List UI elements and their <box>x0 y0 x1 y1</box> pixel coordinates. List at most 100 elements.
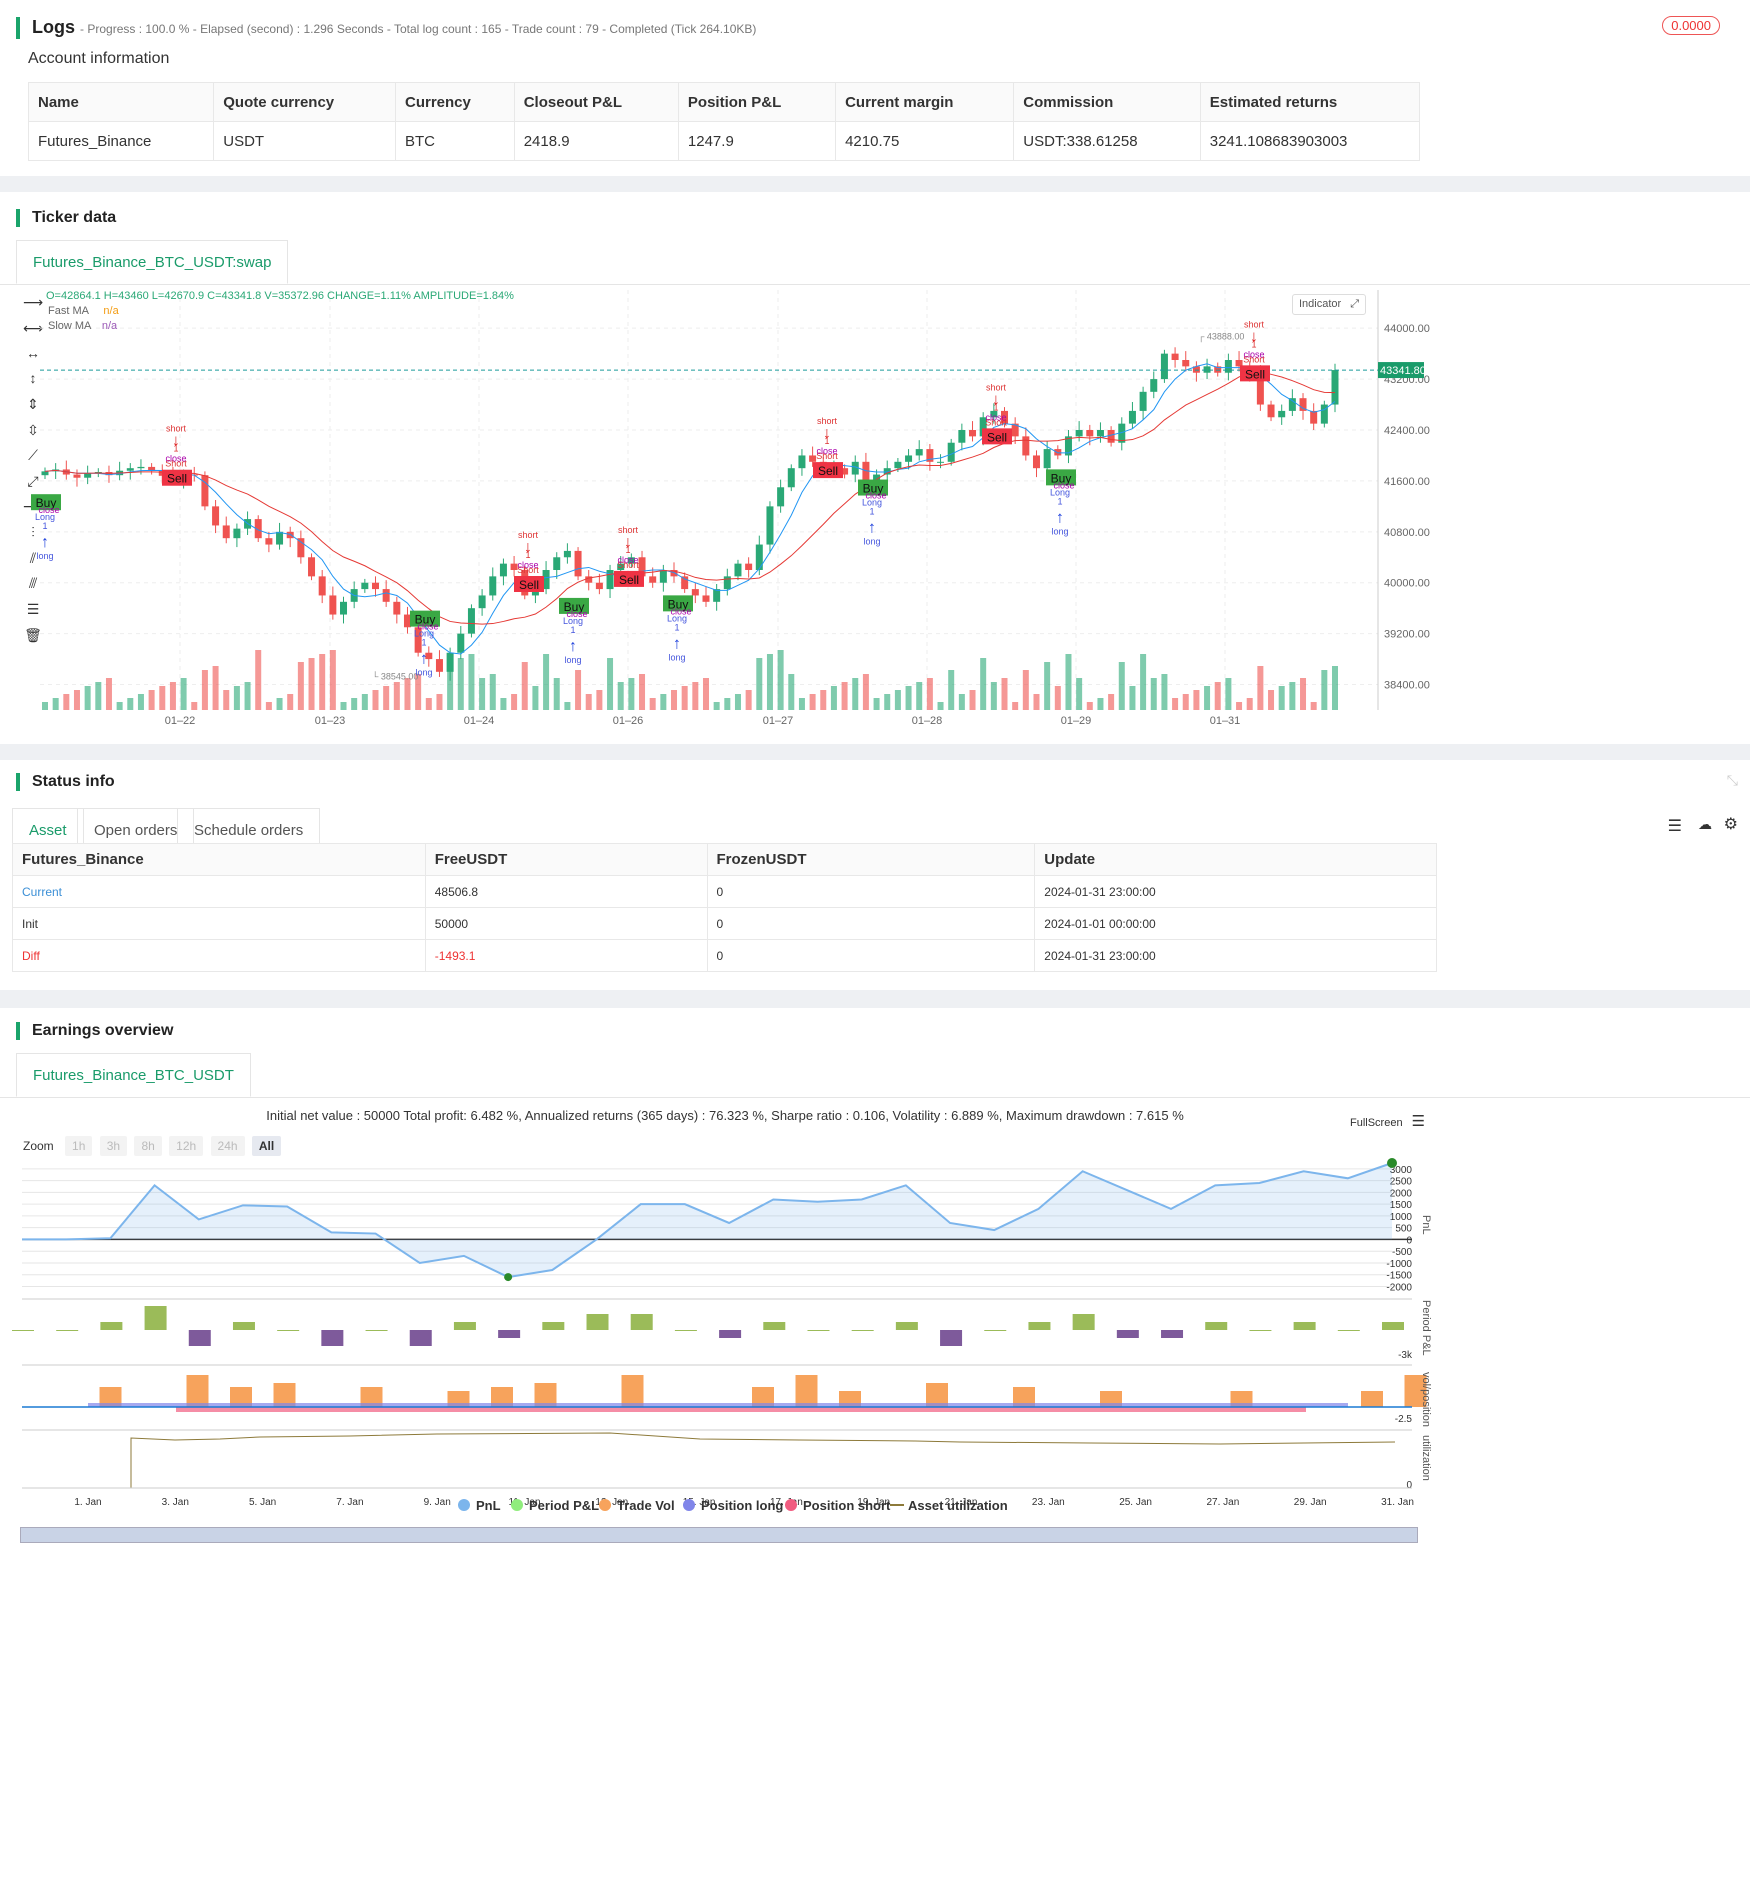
asset-header: FreeUSDT <box>424 843 708 876</box>
pnl-area <box>22 1163 1392 1278</box>
candle <box>553 557 561 570</box>
account-header: Commission <box>1013 82 1201 122</box>
candle <box>265 538 273 545</box>
long-label: Long <box>667 613 687 623</box>
candle <box>137 466 145 469</box>
volume-bar <box>1204 686 1211 710</box>
candle <box>1032 455 1040 469</box>
indicator-button[interactable]: Indicator ⤢ <box>1292 294 1367 315</box>
volume-bar <box>713 702 720 710</box>
buy-label: Buy <box>564 600 585 614</box>
zoom-3h[interactable]: 3h <box>99 1136 128 1156</box>
asset-cell: Current <box>12 875 426 908</box>
volume-bar <box>596 690 603 710</box>
trend-line-icon[interactable]: ⟋ <box>28 447 38 463</box>
candle <box>638 557 646 577</box>
legend-pnl[interactable]: PnL <box>458 1498 501 1513</box>
period-pnl-bar <box>453 1322 476 1330</box>
tab-ticker-symbol[interactable]: Futures_Binance_BTC_USDT:swap <box>16 240 289 284</box>
qty-label: 1 <box>824 436 829 446</box>
candle <box>126 468 134 471</box>
volume-bar <box>500 698 507 710</box>
tab-earnings-symbol[interactable]: Futures_Binance_BTC_USDT <box>16 1053 251 1097</box>
candle <box>691 589 699 596</box>
legend-position-short[interactable]: Position short <box>785 1498 890 1513</box>
vertical-ray-icon[interactable]: ⇕ <box>27 396 39 412</box>
horizontal-ray-icon[interactable]: ⟷ <box>22 320 44 336</box>
volume-bar <box>127 698 134 710</box>
short-text: short <box>166 424 187 434</box>
status-card: Status info ⤡ Asset Open orders Schedule… <box>0 760 1750 990</box>
legend-position-long[interactable]: Position long <box>683 1498 783 1513</box>
volume-bar <box>1332 666 1338 710</box>
y-tick-label: 500 <box>1395 1224 1412 1235</box>
ray-line-icon[interactable]: ⤢ <box>27 473 39 489</box>
volume-bar <box>766 654 773 710</box>
legend-trade-vol[interactable]: Trade Vol <box>599 1498 675 1513</box>
x-tick-label: 23. Jan <box>1032 1497 1065 1508</box>
long-text: long <box>1051 526 1068 536</box>
horizontal-line-icon[interactable]: ⟶ <box>22 294 44 310</box>
candle <box>1224 360 1232 373</box>
vertical-segment-icon[interactable]: ⇳ <box>27 422 39 438</box>
asset-cell: 0 <box>706 907 1036 940</box>
zoom-1h[interactable]: 1h <box>65 1136 93 1156</box>
extended-line-icon[interactable]: ↔ <box>26 345 40 361</box>
candle <box>276 531 284 545</box>
short-arrow: ↓ <box>992 391 1000 408</box>
zoom-24h[interactable]: 24h <box>210 1136 245 1156</box>
navigator-scrollbar[interactable] <box>20 1527 1418 1543</box>
price-line-icon[interactable]: ⫶ <box>31 524 35 540</box>
ohlc-readout: O=42864.1 H=43460 L=42670.9 C=43341.8 V=… <box>46 290 514 302</box>
close-label: close <box>865 491 886 501</box>
x-tick-label: 21. Jan <box>945 1497 978 1508</box>
trash-icon[interactable]: 🗑 <box>24 627 42 643</box>
account-cell: 1247.9 <box>677 121 837 161</box>
candlestick-chart[interactable]: 44000.0043200.0042400.0041600.0040800.00… <box>0 280 1450 730</box>
candle <box>883 468 891 475</box>
sell-label: Sell <box>987 430 1007 444</box>
candle <box>1011 423 1019 437</box>
volume-bar <box>1161 674 1168 710</box>
legend-period-pnl[interactable]: Period P&L <box>511 1498 599 1513</box>
list-icon[interactable]: ☰ <box>1667 818 1682 835</box>
close-label: close <box>165 454 186 464</box>
volume-bar <box>1257 666 1264 710</box>
volume-bar <box>511 694 518 710</box>
zoom-all[interactable]: All <box>251 1136 282 1156</box>
close-label: close <box>617 555 638 565</box>
fib-retracement-icon[interactable]: ☰ <box>26 601 40 617</box>
legend-asset-utilization[interactable]: Asset utilization <box>890 1498 1008 1513</box>
vertical-line-icon[interactable]: ↕ <box>29 370 37 386</box>
x-tick-label: 01–24 <box>464 715 495 727</box>
long-text: long <box>564 655 581 665</box>
account-table: Name Quote currency Currency Closeout P&L Po… <box>27 82 1421 161</box>
fullscreen-button[interactable]: FullScreen ☰ <box>1350 1113 1426 1130</box>
candle <box>990 410 998 418</box>
candle <box>915 449 923 456</box>
parallel-channel-icon[interactable]: ⫽ <box>29 550 37 566</box>
collapse-icon[interactable]: ⤡ <box>1726 772 1738 788</box>
volume-bar <box>383 686 390 710</box>
volume-bar <box>329 650 336 710</box>
long-text: long <box>863 537 880 547</box>
volume-bar <box>1310 702 1317 710</box>
volume-bar <box>489 674 496 710</box>
asset-cell: 50000 <box>424 907 708 940</box>
earnings-chart[interactable]: 300025002000150010005000-500-1000-1500-2… <box>0 1155 1450 1545</box>
high-label: ┌ 43888.00 <box>1198 331 1244 342</box>
gear-icon[interactable]: ⚙ <box>1723 816 1738 833</box>
qty-label: 1 <box>42 521 47 531</box>
fib-channel-icon[interactable]: ⫻ <box>28 575 38 591</box>
zoom-8h[interactable]: 8h <box>134 1136 162 1156</box>
candle <box>435 659 443 672</box>
period-pnl-bar <box>100 1322 123 1330</box>
volume-bar <box>361 694 368 710</box>
short-text: short <box>817 416 838 426</box>
sell-marker <box>614 570 644 587</box>
asset-cell: 48506.8 <box>424 875 708 908</box>
cloud-download-icon[interactable]: ☁ <box>1698 816 1712 832</box>
short-text: short <box>986 382 1007 392</box>
x-tick-label: 01–29 <box>1061 715 1092 727</box>
zoom-12h[interactable]: 12h <box>169 1136 204 1156</box>
